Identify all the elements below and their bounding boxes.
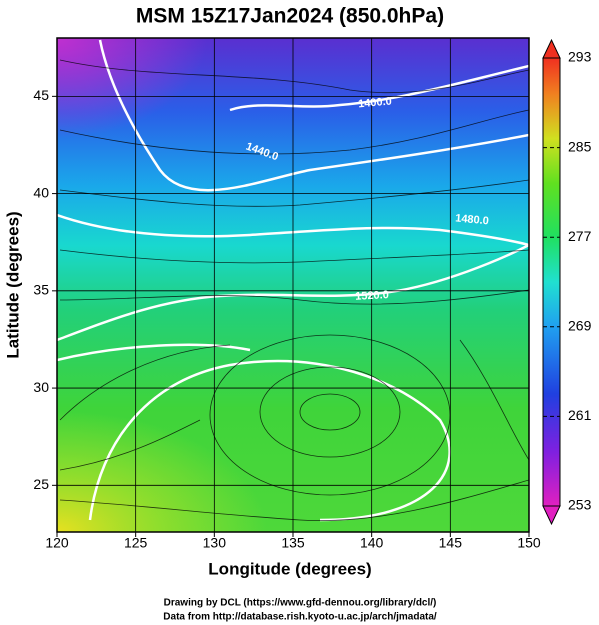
colorbar-tick-label: 253	[568, 497, 592, 513]
y-tick-label: 35	[33, 282, 49, 298]
y-tick-label: 40	[33, 184, 49, 200]
x-tick-label: 150	[517, 535, 541, 551]
x-tick-label: 130	[203, 535, 227, 551]
colorbar-bottom-extend	[542, 505, 561, 526]
colorbar-tick-label: 293	[568, 49, 592, 65]
credit-data: Data from http://database.rish.kyoto-u.a…	[163, 612, 437, 623]
credit-drawing: Drawing by DCL (https://www.gfd-dennou.o…	[164, 598, 437, 609]
contour-label: 1400.0	[358, 95, 393, 110]
colorbar-tick-label: 277	[568, 228, 592, 244]
y-tick-label: 45	[33, 87, 49, 103]
x-tick-label: 140	[360, 535, 384, 551]
colorbar-tick-label: 269	[568, 318, 592, 334]
colorbar-tick-label: 261	[568, 407, 592, 423]
x-tick-label: 145	[439, 535, 463, 551]
y-tick-label: 30	[33, 379, 49, 395]
contour-label: 1520.0	[355, 289, 389, 303]
y-tick-label: 25	[33, 476, 49, 492]
contour-label: 1480.0	[455, 212, 490, 227]
colorbar-tick-label: 285	[568, 138, 592, 154]
title: MSM 15Z17Jan2024 (850.0hPa)	[136, 5, 444, 28]
x-tick-label: 120	[45, 535, 69, 551]
x-tick-label: 135	[281, 535, 305, 551]
x-tick-label: 125	[124, 535, 148, 551]
y-axis-label: Latitude (degrees)	[3, 211, 22, 358]
x-axis-label: Longitude (degrees)	[208, 559, 371, 578]
colorbar-top-extend	[542, 38, 561, 59]
colorbar	[542, 57, 561, 507]
